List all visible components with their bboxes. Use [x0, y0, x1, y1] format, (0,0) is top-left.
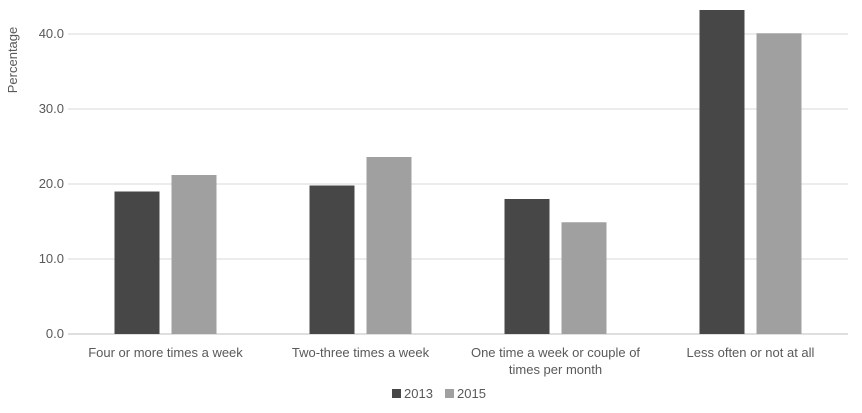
bar-2013-4 — [699, 10, 745, 334]
y-tick-label: 0.0 — [46, 326, 64, 341]
x-category-label: Two-three times a week — [292, 345, 430, 360]
bar-2015-4 — [756, 33, 802, 334]
y-tick-label: 10.0 — [39, 251, 64, 266]
y-axis-title: Percentage — [5, 27, 20, 94]
y-axis-ticks: 0.0 10.0 20.0 30.0 40.0 — [39, 26, 64, 341]
bar-2013-2 — [309, 185, 355, 334]
bar-2015-1 — [171, 175, 217, 334]
y-tick-label: 30.0 — [39, 101, 64, 116]
bar-2013-3 — [504, 199, 550, 334]
bar-2013-1 — [114, 191, 160, 334]
legend-label-2015: 2015 — [457, 386, 486, 401]
bar-2015-3 — [561, 222, 607, 334]
y-tick-label: 40.0 — [39, 26, 64, 41]
legend-swatch-2015 — [445, 389, 454, 398]
legend-label-2013: 2013 — [404, 386, 433, 401]
bars — [114, 10, 802, 334]
bar-2015-2 — [366, 157, 412, 334]
x-category-label: One time a week or couple of times per mo… — [471, 345, 640, 377]
x-category-label: Less often or not at all — [687, 345, 815, 360]
y-tick-label: 20.0 — [39, 176, 64, 191]
legend-swatch-2013 — [392, 389, 401, 398]
x-category-label: Four or more times a week — [88, 345, 243, 360]
x-axis-labels: Four or more times a week Two-three times… — [88, 345, 814, 377]
legend: 2013 2015 — [392, 386, 486, 401]
